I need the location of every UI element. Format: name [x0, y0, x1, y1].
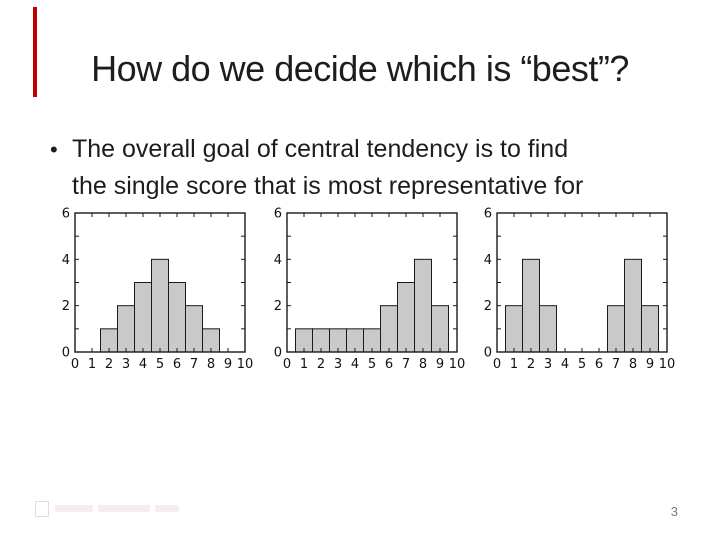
y-tick-label: 2 [62, 299, 70, 314]
x-tick-label: 7 [612, 357, 620, 372]
bullet-line-1: The overall goal of central tendency is … [72, 135, 569, 163]
y-tick-label: 0 [62, 346, 70, 361]
x-tick-label: 9 [224, 357, 232, 372]
x-tick-label: 6 [385, 357, 393, 372]
x-tick-label: 0 [283, 357, 291, 372]
bar-x8 [414, 258, 432, 353]
x-tick-label: 4 [351, 357, 359, 372]
y-tick-label: 0 [484, 346, 492, 361]
page-number: 3 [670, 504, 678, 519]
y-tick-label: 0 [274, 346, 282, 361]
bullet-text: The overall goal of central tendency is … [72, 131, 690, 205]
x-tick-label: 4 [561, 357, 569, 372]
x-tick-label: 10 [659, 357, 676, 372]
bar-x9 [641, 305, 659, 353]
x-tick-label: 10 [237, 357, 254, 372]
bar-x7 [185, 305, 203, 353]
x-tick-label: 10 [449, 357, 466, 372]
y-tick-label: 2 [484, 299, 492, 314]
x-tick-label: 8 [207, 357, 215, 372]
y-tick-label: 4 [62, 253, 70, 268]
x-tick-label: 7 [402, 357, 410, 372]
accent-bar [33, 7, 37, 97]
x-tick-label: 9 [436, 357, 444, 372]
y-tick-label: 6 [274, 207, 282, 222]
x-tick-label: 6 [173, 357, 181, 372]
x-tick-label: 3 [122, 357, 130, 372]
bar-x7 [397, 282, 415, 353]
bar-x2 [522, 258, 540, 353]
bullet-line-2: the single score that is most representa… [72, 172, 584, 200]
x-tick-label: 1 [300, 357, 308, 372]
x-tick-label: 5 [156, 357, 164, 372]
bar-x3 [117, 305, 135, 353]
x-tick-label: 5 [578, 357, 586, 372]
bar-x1 [505, 305, 523, 353]
x-tick-label: 8 [629, 357, 637, 372]
bar-x6 [168, 282, 186, 353]
x-tick-label: 7 [190, 357, 198, 372]
bullet-list: • The overall goal of central tendency i… [50, 131, 690, 205]
x-tick-label: 9 [646, 357, 654, 372]
y-tick-label: 6 [62, 207, 70, 222]
x-tick-label: 5 [368, 357, 376, 372]
x-tick-label: 3 [334, 357, 342, 372]
x-tick-label: 6 [595, 357, 603, 372]
y-tick-label: 6 [484, 207, 492, 222]
x-tick-label: 2 [105, 357, 113, 372]
x-tick-label: 1 [510, 357, 518, 372]
x-tick-label: 8 [419, 357, 427, 372]
bar-x8 [624, 258, 642, 353]
watermark-smudge [98, 505, 150, 513]
bar-x3 [539, 305, 557, 353]
bar-x6 [380, 305, 398, 353]
watermark-logo-icon [35, 500, 49, 517]
x-tick-label: 0 [493, 357, 501, 372]
y-tick-label: 2 [274, 299, 282, 314]
x-tick-label: 2 [317, 357, 325, 372]
bar-x7 [607, 305, 625, 353]
y-tick-label: 4 [274, 253, 282, 268]
page-title: How do we decide which is “best”? [91, 48, 629, 89]
bar-x4 [134, 282, 152, 353]
bar-x5 [151, 258, 169, 353]
y-tick-label: 4 [484, 253, 492, 268]
watermark-smudge [155, 505, 179, 513]
watermark-smudge [55, 505, 93, 513]
x-tick-label: 3 [544, 357, 552, 372]
x-tick-label: 0 [71, 357, 79, 372]
bar-x9 [431, 305, 449, 353]
bullet-icon: • [50, 137, 58, 162]
watermark [35, 500, 195, 517]
x-tick-label: 1 [88, 357, 96, 372]
x-tick-label: 2 [527, 357, 535, 372]
x-tick-label: 4 [139, 357, 147, 372]
